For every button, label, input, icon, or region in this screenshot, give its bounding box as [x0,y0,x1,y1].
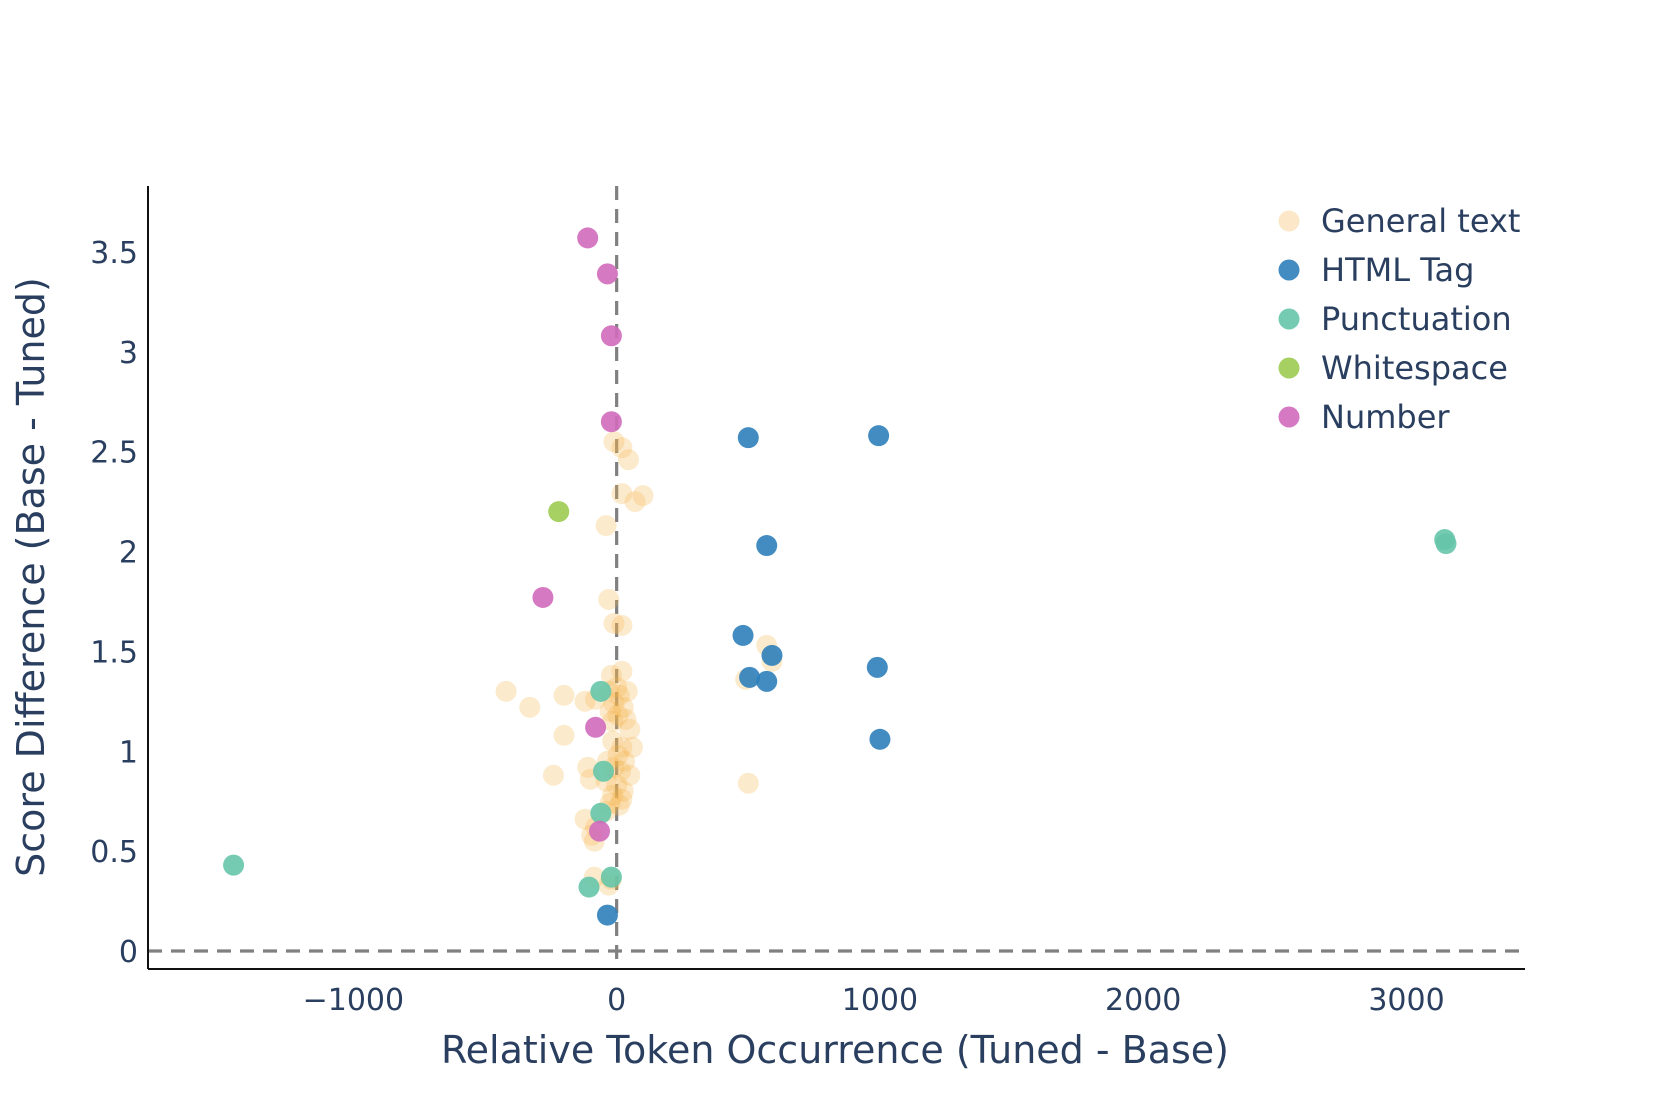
data-point-general-text [602,730,624,752]
data-point-number [532,586,554,608]
data-point-general-text [595,515,617,537]
data-point-general-text [606,676,628,698]
data-point-general-text [619,764,641,786]
data-point-html-tag [761,644,783,666]
data-point-general-text [577,756,599,778]
data-point-general-text [519,696,541,718]
data-point-general-text [608,794,630,816]
y-axis-title: Score Difference (Base - Tuned) [9,277,53,877]
x-axis-title: Relative Token Occurrence (Tuned - Base) [441,1028,1229,1072]
data-point-general-text [614,750,636,772]
data-point-punctuation [590,680,612,702]
data-point-general-text [632,485,654,507]
legend-label: Punctuation [1321,300,1512,338]
y-tick-label: 3.5 [90,236,138,271]
legend-label: General text [1321,202,1520,240]
data-point-html-tag [737,427,759,449]
data-point-punctuation [1435,533,1457,555]
data-point-general-text [619,718,641,740]
data-point-general-text [737,772,759,794]
data-point-number [600,325,622,347]
x-tick-label: 1000 [842,983,918,1018]
data-point-general-text [611,736,633,758]
data-point-general-text [618,449,640,471]
data-point-number [585,716,607,738]
data-point-punctuation [590,802,612,824]
legend-symbol [1278,259,1300,281]
data-point-html-tag [866,656,888,678]
data-point-general-text [574,808,596,830]
data-point-general-text [616,680,638,702]
data-point-general-text [574,690,596,712]
data-point-general-text [603,612,625,634]
legend-label: HTML Tag [1321,251,1474,289]
x-tick-label: 3000 [1368,983,1444,1018]
data-point-general-text [495,680,517,702]
data-point-html-tag [732,624,754,646]
data-point-general-text [611,614,633,636]
legend-label: Whitespace [1321,349,1508,387]
data-point-general-text [611,437,633,459]
data-point-number [596,263,618,285]
y-tick-label: 2.5 [90,436,138,471]
data-point-punctuation [578,876,600,898]
y-tick-label: 1 [119,735,138,770]
legend: General text HTML Tag Punctuation Whitespac… [1278,202,1520,436]
data-point-html-tag [868,425,890,447]
y-tick-label: 0 [119,935,138,970]
axes: −1000 0 1000 2000 3000 0 0.5 1 1.5 2 2.5 3 3.5 [90,186,1525,1018]
data-point-punctuation [592,760,614,782]
data-point-general-text [607,744,629,766]
y-tick-label: 0.5 [90,835,138,870]
plot-area [148,186,1525,969]
data-point-general-text [611,660,633,682]
x-tick-label: −1000 [303,983,404,1018]
y-tick-label: 2 [119,536,138,571]
data-point-general-text [612,696,634,718]
data-point-general-text [599,700,621,722]
data-point-general-text [553,724,575,746]
y-tick-label: 1.5 [90,635,138,670]
data-point-general-text [600,664,622,686]
data-point-general-text [542,764,564,786]
data-point-html-tag [756,535,778,557]
data-point-number [600,411,622,433]
data-point-general-text [608,684,630,706]
x-tick-label: 0 [607,983,626,1018]
data-point-html-tag [869,728,891,750]
data-point-general-text [553,684,575,706]
data-point-general-text [607,704,629,726]
data-point-html-tag [739,666,761,688]
data-point-general-text [602,710,624,732]
data-point-general-text [606,774,628,796]
legend-symbol [1278,210,1300,232]
legend-label: Number [1321,398,1450,436]
data-point-html-tag [596,904,618,926]
data-point-general-text [611,788,633,810]
data-point-general-text [602,784,624,806]
data-point-general-text [611,483,633,505]
data-point-general-text [624,491,646,513]
legend-symbol [1278,308,1300,330]
data-point-general-text [603,431,625,453]
data-point-number [589,820,611,842]
legend-symbol [1278,357,1300,379]
x-tick-label: 2000 [1105,983,1181,1018]
data-point-punctuation [600,866,622,888]
data-point-general-text [612,780,634,802]
y-tick-label: 3 [119,336,138,371]
data-point-whitespace [548,501,570,523]
data-point-general-text [615,708,637,730]
data-point-general-text [621,736,643,758]
data-point-punctuation [223,854,245,876]
data-point-html-tag [756,670,778,692]
legend-symbol [1278,406,1300,428]
data-point-general-text [610,760,632,782]
data-point-number [577,227,599,249]
data-point-general-text [598,588,620,610]
